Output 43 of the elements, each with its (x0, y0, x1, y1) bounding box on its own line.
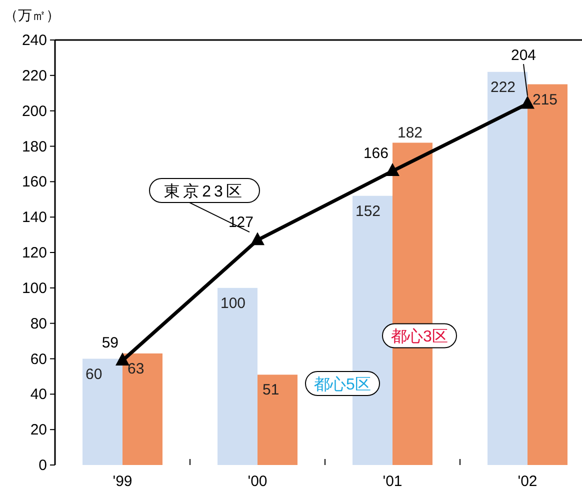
y-axis-title: （万㎡） (4, 7, 60, 23)
data-label: 152 (356, 202, 381, 220)
bar (122, 353, 162, 465)
data-label: 204 (510, 47, 536, 64)
bar (218, 288, 258, 465)
data-label: 59 (102, 334, 118, 352)
series-label: 都心5区 (314, 376, 371, 394)
y-tick-label: 60 (30, 350, 47, 368)
data-label: 63 (128, 360, 144, 378)
y-tick-label: 0 (38, 457, 47, 474)
data-label: 222 (490, 78, 516, 96)
point (386, 163, 400, 176)
y-tick-label: 200 (22, 102, 47, 120)
bar (528, 84, 568, 465)
y-tick-label: 20 (30, 422, 47, 439)
series-label: 都心3区 (391, 328, 448, 346)
y-tick-label: 80 (30, 315, 47, 332)
text: 東京23区 (164, 182, 245, 201)
x-tick-label: '99 (112, 473, 132, 490)
x-tick-label: '02 (518, 473, 538, 490)
y-tick-label: 160 (22, 174, 47, 191)
data-label: 60 (86, 366, 102, 383)
bar (82, 358, 122, 465)
y-tick-label: 220 (22, 67, 47, 84)
point (520, 96, 534, 109)
data-label: 182 (398, 124, 423, 142)
data-label: 215 (532, 91, 558, 108)
point (250, 232, 264, 246)
bar (258, 374, 298, 465)
y-tick-label: 140 (22, 209, 47, 226)
data-label: 51 (262, 382, 280, 399)
y-tick-label: 100 (22, 280, 47, 297)
y-tick-label: 180 (22, 138, 47, 156)
y-tick-label: 240 (22, 32, 47, 49)
y-tick-label: 120 (22, 244, 47, 262)
x-tick-label: '00 (248, 473, 268, 490)
data-label: 100 (220, 294, 246, 312)
y-tick-label: 40 (30, 386, 47, 404)
bar (488, 72, 528, 465)
x-tick-label: '01 (382, 473, 402, 490)
data-label: 166 (363, 145, 388, 162)
point (116, 352, 130, 366)
data-label: 127 (228, 214, 254, 232)
